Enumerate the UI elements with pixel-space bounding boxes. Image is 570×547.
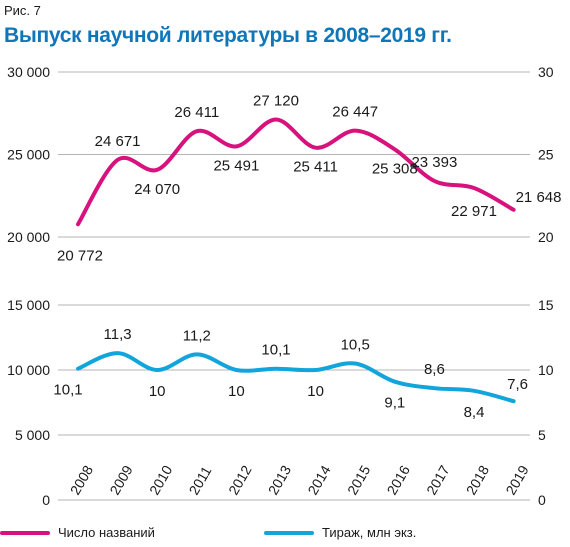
- data-label-circulation: 10: [307, 383, 324, 400]
- x-tick-label: 2013: [265, 462, 295, 497]
- y-tick-right: 0: [538, 492, 546, 508]
- legend-circulation-swatch: [264, 530, 314, 535]
- y-tick-left: 10 000: [7, 362, 50, 378]
- data-label-titles: 25 411: [293, 159, 338, 176]
- legend-titles-swatch: [0, 530, 50, 535]
- data-label-titles: 27 120: [253, 93, 299, 110]
- data-label-titles: 26 447: [332, 104, 378, 121]
- x-tick-label: 2011: [186, 463, 215, 497]
- y-tick-right: 15: [538, 297, 554, 313]
- figure-label: Рис. 7: [4, 3, 41, 18]
- y-tick-right: 20: [538, 229, 554, 245]
- legend-titles: Число названий: [0, 525, 155, 540]
- y-tick-left: 0: [42, 492, 50, 508]
- x-tick-label: 2012: [225, 462, 255, 497]
- data-label-titles: 22 971: [451, 203, 497, 220]
- legend-circulation: Тираж, млн экз.: [264, 525, 416, 540]
- data-label-circulation: 10,1: [53, 382, 82, 399]
- x-tick-label: 2009: [106, 462, 136, 497]
- data-label-titles: 25 491: [213, 157, 259, 174]
- x-tick-label: 2019: [502, 462, 532, 497]
- x-tick-label: 2017: [423, 462, 453, 497]
- y-tick-right: 10: [538, 362, 554, 378]
- y-tick-right: 25: [538, 147, 554, 163]
- data-label-circulation: 8,6: [424, 361, 445, 378]
- data-label-circulation: 7,6: [507, 376, 528, 393]
- data-label-circulation: 10,1: [261, 342, 290, 359]
- chart-title: Выпуск научной литературы в 2008–2019 гг…: [4, 24, 452, 47]
- data-label-titles: 23 393: [411, 154, 457, 171]
- y-tick-left: 20 000: [7, 229, 50, 245]
- y-tick-right: 30: [538, 64, 554, 80]
- x-tick-label: 2014: [304, 462, 334, 497]
- x-tick-label: 2018: [463, 462, 493, 497]
- data-label-titles: 26 411: [174, 104, 219, 121]
- data-label-circulation: 10: [149, 383, 166, 400]
- data-label-circulation: 11,3: [104, 326, 132, 343]
- data-label-circulation: 8,4: [464, 404, 485, 421]
- data-label-circulation: 11,2: [183, 327, 211, 344]
- y-tick-right: 5: [538, 427, 546, 443]
- data-label-circulation: 10,5: [341, 337, 370, 354]
- data-label-titles: 24 070: [134, 181, 180, 198]
- legend-circulation-label: Тираж, млн экз.: [322, 525, 417, 540]
- series-line-titles: [76, 117, 516, 227]
- y-tick-left: 5 000: [15, 427, 50, 443]
- series-line-circulation: [76, 351, 516, 404]
- data-label-titles: 24 671: [95, 133, 141, 150]
- x-tick-label: 2016: [384, 462, 414, 497]
- x-tick-label: 2008: [67, 462, 97, 497]
- y-tick-left: 25 000: [7, 147, 50, 163]
- x-tick-label: 2010: [146, 462, 176, 497]
- x-tick-label: 2015: [344, 462, 374, 497]
- y-tick-left: 30 000: [7, 64, 50, 80]
- data-label-titles: 21 648: [516, 189, 562, 206]
- y-tick-left: 15 000: [7, 297, 50, 313]
- legend-titles-label: Число названий: [58, 525, 155, 540]
- data-label-circulation: 9,1: [384, 395, 405, 412]
- data-label-titles: 20 772: [57, 247, 103, 264]
- data-label-circulation: 10: [228, 383, 245, 400]
- data-label-titles: 25 308: [372, 160, 418, 177]
